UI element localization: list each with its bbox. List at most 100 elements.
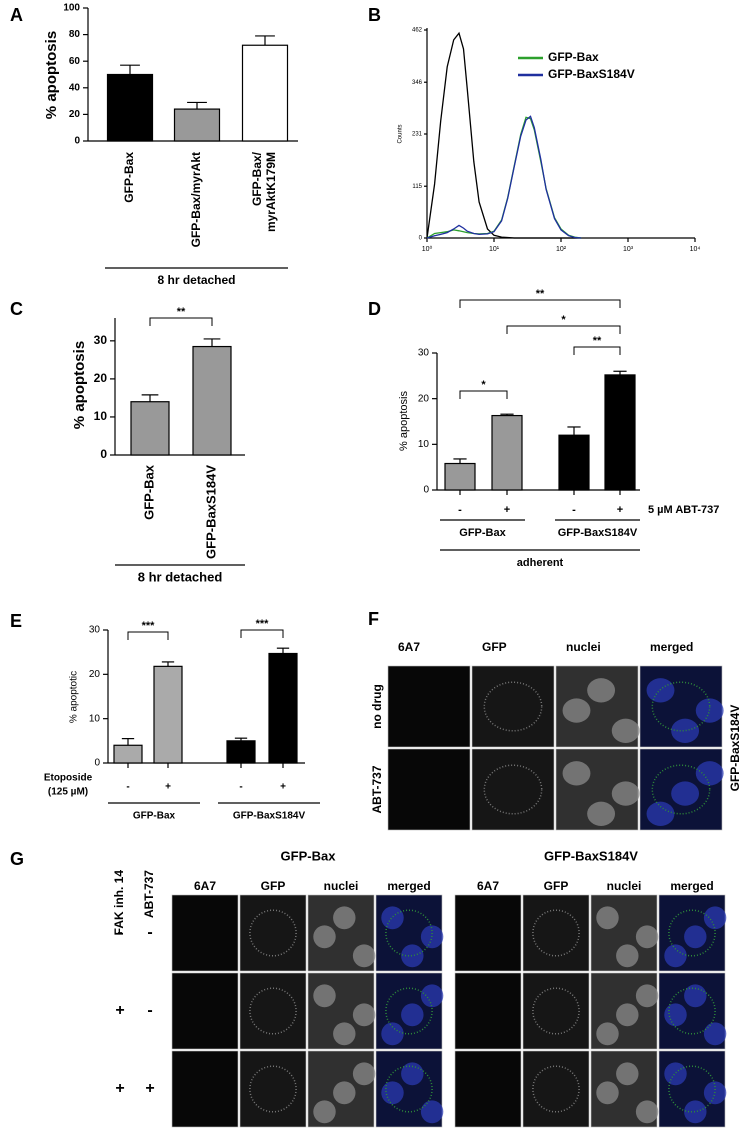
micrograph — [471, 748, 555, 831]
column-header: nuclei — [566, 640, 601, 654]
cell-outline — [385, 909, 433, 957]
nucleus — [671, 781, 700, 806]
nucleus — [646, 801, 675, 826]
nucleus — [635, 925, 659, 949]
y-tick-label: 80 — [69, 29, 81, 40]
y-tick-label: 20 — [418, 393, 430, 404]
x-tick-label: myrAktK179M — [264, 152, 278, 232]
nucleus — [684, 925, 707, 949]
group-label: 8 hr detached — [157, 273, 235, 287]
nucleus — [616, 944, 639, 968]
micrograph — [454, 972, 522, 1050]
y-tick-label: 0 — [423, 485, 429, 496]
bar — [106, 73, 154, 142]
nucleus — [313, 925, 336, 949]
y-tick-label: 10 — [89, 713, 101, 724]
column-header: merged — [387, 879, 430, 893]
row-header: ABT-737 — [370, 765, 384, 813]
cell-outline — [668, 909, 716, 957]
group-label: GFP-BaxS184V — [233, 811, 306, 822]
treatment-sign: - — [147, 1002, 152, 1019]
nucleus — [562, 698, 591, 723]
nucleus — [635, 1100, 659, 1124]
histogram-line — [426, 116, 582, 239]
treatment-sign: + — [145, 1080, 154, 1097]
x-tick-label: GFP-Bax/ — [250, 151, 264, 206]
bar — [604, 374, 636, 491]
group-label: GFP-Bax — [133, 811, 176, 822]
x-tick-label: 10² — [556, 246, 567, 253]
micrograph — [387, 748, 471, 831]
bar — [192, 345, 232, 456]
group-label: GFP-BaxS184V — [558, 527, 638, 539]
treatment-label: Etoposide — [44, 773, 93, 784]
x-tick-label: - — [458, 504, 462, 516]
nucleus — [664, 1062, 687, 1086]
y-tick-label: 462 — [412, 28, 423, 34]
y-tick-label: 0 — [94, 758, 100, 769]
y-tick-label: 10 — [94, 409, 108, 423]
micrograph — [239, 972, 307, 1050]
y-tick-label: 0 — [74, 136, 80, 147]
histogram-line — [426, 115, 582, 239]
treatment-label: 5 µM ABT-737 — [648, 504, 719, 516]
nucleus — [420, 1100, 444, 1124]
nucleus — [703, 1022, 727, 1046]
y-tick-label: 40 — [69, 82, 81, 93]
micrograph — [239, 894, 307, 972]
y-tick-label: 20 — [69, 109, 81, 120]
bar — [444, 462, 476, 491]
cell-outline — [483, 681, 543, 732]
micrograph — [171, 972, 239, 1050]
nucleus — [381, 1022, 404, 1046]
micrograph — [171, 894, 239, 972]
x-tick-label: 10¹ — [489, 246, 500, 253]
group-label: 8 hr detached — [138, 569, 223, 584]
y-axis-label: % apoptosis — [398, 391, 410, 451]
x-tick-label: GFP-BaxS184V — [203, 465, 218, 559]
nucleus — [611, 781, 640, 806]
x-tick-label: GFP-Bax/myrAkt — [189, 152, 203, 247]
micrograph — [387, 665, 471, 748]
column-header: merged — [650, 640, 693, 654]
column-header: 6A7 — [398, 640, 420, 654]
column-header: GFP — [261, 879, 286, 893]
column-header: GFP — [544, 879, 569, 893]
significance-label: ** — [177, 306, 186, 318]
group-title: GFP-Bax — [281, 848, 337, 863]
micrograph — [171, 1050, 239, 1128]
x-tick-label: - — [239, 782, 242, 793]
panel-label: C — [10, 299, 23, 319]
y-tick-label: 231 — [412, 132, 423, 138]
panel-label: F — [368, 609, 379, 629]
nucleus — [352, 1003, 376, 1027]
cell-outline — [249, 909, 297, 957]
significance-bracket — [506, 325, 621, 334]
significance-label: *** — [142, 620, 156, 632]
nucleus — [381, 1081, 404, 1105]
row-header: no drug — [370, 684, 384, 729]
nucleus — [596, 1022, 619, 1046]
y-axis-label: % apoptotic — [69, 671, 80, 723]
y-tick-label: 115 — [412, 184, 422, 190]
cell-outline — [249, 987, 297, 1035]
group-label: adherent — [517, 557, 564, 569]
column-header: nuclei — [607, 879, 642, 893]
nucleus — [684, 1100, 707, 1124]
micrograph — [454, 894, 522, 972]
x-tick-label: 10⁴ — [690, 246, 701, 253]
group-title: GFP-BaxS184V — [544, 848, 638, 863]
significance-bracket — [240, 629, 284, 638]
significance-label: *** — [256, 618, 270, 630]
nucleus — [587, 678, 616, 703]
treatment-sign: - — [147, 924, 152, 941]
x-tick-label: GFP-Bax — [141, 464, 156, 520]
x-tick-label: 10⁰ — [422, 245, 433, 253]
nucleus — [684, 984, 707, 1008]
column-header: 6A7 — [477, 879, 499, 893]
micrograph — [522, 972, 590, 1050]
significance-label: ** — [593, 335, 602, 347]
nucleus — [333, 1081, 356, 1105]
cell-outline — [385, 1065, 433, 1113]
